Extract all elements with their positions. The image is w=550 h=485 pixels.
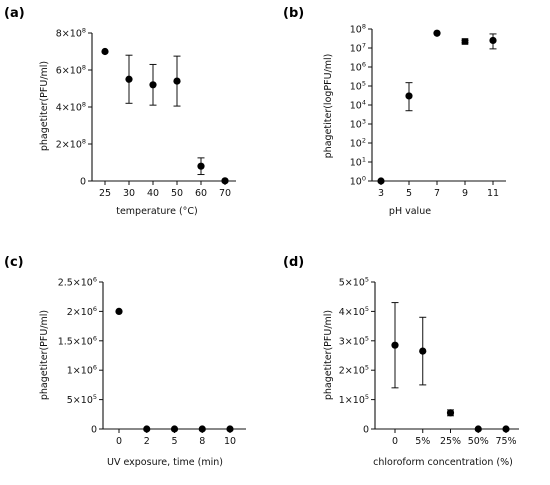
data-point bbox=[489, 36, 497, 45]
y-tick-label: 0 bbox=[363, 425, 369, 436]
y-tick-label: 1×105 bbox=[339, 393, 369, 406]
x-axis-title: temperature (°C) bbox=[116, 206, 198, 217]
data-point bbox=[391, 341, 399, 349]
data-point bbox=[433, 29, 441, 37]
y-axis-title: phagetiter(PFU/ml) bbox=[39, 61, 50, 151]
x-tick-label: 8 bbox=[199, 436, 205, 447]
x-tick-label: 7 bbox=[434, 188, 440, 199]
data-point bbox=[377, 177, 385, 185]
y-tick-label: 1.5×106 bbox=[58, 334, 97, 347]
panel-label: (a) bbox=[4, 6, 25, 21]
y-tick-label: 101 bbox=[350, 156, 366, 169]
y-tick-label: 102 bbox=[350, 137, 366, 150]
x-tick-label: 50% bbox=[468, 436, 489, 447]
data-point bbox=[461, 38, 469, 45]
data-point bbox=[405, 92, 413, 100]
y-tick-label: 2×108 bbox=[56, 138, 86, 151]
data-point bbox=[101, 47, 109, 56]
y-axis-title: phagetiter(logPFU/ml) bbox=[323, 54, 334, 159]
x-tick-label: 3 bbox=[378, 188, 384, 199]
x-axis-title: chloroform concentration (%) bbox=[373, 457, 513, 468]
y-tick-label: 4×105 bbox=[339, 305, 369, 318]
y-axis-title: phagetiter(PFU/ml) bbox=[39, 310, 50, 400]
data-point bbox=[149, 81, 157, 89]
x-tick-label: 70 bbox=[219, 188, 231, 199]
panel-d: (d) chloroform concentration (%) phageti… bbox=[283, 255, 519, 468]
y-tick-label: 107 bbox=[350, 42, 366, 55]
y-tick-label: 108 bbox=[350, 23, 366, 36]
x-axis-title: UV exposure, time (min) bbox=[107, 457, 223, 468]
data-point bbox=[115, 307, 123, 315]
x-tick-label: 60 bbox=[195, 188, 207, 199]
x-tick-label: 9 bbox=[462, 188, 468, 199]
panel-label: (b) bbox=[283, 6, 304, 21]
x-tick-label: 25 bbox=[99, 188, 111, 199]
x-tick-label: 5 bbox=[406, 188, 412, 199]
y-tick-label: 100 bbox=[350, 175, 366, 188]
data-point bbox=[502, 425, 510, 433]
y-tick-label: 2×106 bbox=[67, 305, 97, 318]
panel-a: (a) temperature (°C) phagetiter(PFU/ml) … bbox=[4, 6, 236, 217]
y-tick-label: 8×108 bbox=[56, 27, 86, 40]
x-tick-label: 10 bbox=[224, 436, 236, 447]
y-tick-label: 2×105 bbox=[339, 364, 369, 377]
x-tick-label: 5% bbox=[415, 436, 430, 447]
x-tick-label: 5 bbox=[171, 436, 177, 447]
y-tick-label: 4×108 bbox=[56, 101, 86, 114]
panel-b: (b) pH value phagetiter(logPFU/ml) 100 10… bbox=[283, 6, 506, 217]
data-point bbox=[221, 177, 229, 185]
data-point bbox=[170, 425, 179, 433]
data-point bbox=[446, 409, 455, 417]
data-point bbox=[198, 425, 206, 433]
x-tick-label: 50 bbox=[171, 188, 183, 199]
data-point bbox=[474, 425, 482, 433]
panel-label: (d) bbox=[283, 255, 304, 270]
y-tick-label: 104 bbox=[350, 99, 366, 112]
x-tick-label: 0 bbox=[392, 436, 398, 447]
y-tick-label: 0 bbox=[91, 425, 97, 436]
data-point bbox=[197, 162, 205, 170]
x-tick-label: 30 bbox=[123, 188, 135, 199]
y-tick-label: 5×105 bbox=[67, 393, 97, 406]
panel-c: (c) UV exposure, time (min) phagetiter(P… bbox=[4, 255, 246, 468]
data-point bbox=[125, 75, 133, 83]
x-tick-label: 40 bbox=[147, 188, 159, 199]
panel-label: (c) bbox=[4, 255, 24, 270]
x-tick-label: 0 bbox=[116, 436, 122, 447]
x-tick-label: 25% bbox=[440, 436, 461, 447]
data-point bbox=[226, 425, 234, 433]
data-point bbox=[419, 347, 427, 355]
data-point bbox=[143, 425, 151, 433]
x-axis-title: pH value bbox=[389, 206, 431, 217]
y-tick-label: 3×105 bbox=[339, 334, 369, 347]
x-tick-label: 2 bbox=[144, 436, 150, 447]
y-tick-label: 1×106 bbox=[67, 364, 97, 377]
y-tick-label: 105 bbox=[350, 80, 366, 93]
y-tick-label: 5×105 bbox=[339, 276, 369, 289]
x-tick-label: 11 bbox=[487, 188, 499, 199]
y-tick-label: 106 bbox=[350, 61, 366, 74]
y-tick-label: 2.5×106 bbox=[58, 276, 97, 289]
data-point bbox=[173, 77, 181, 85]
y-tick-label: 103 bbox=[350, 118, 366, 131]
y-axis-title: phagetiter(PFU/ml) bbox=[323, 310, 334, 400]
x-tick-label: 75% bbox=[495, 436, 516, 447]
y-tick-label: 0 bbox=[80, 177, 86, 188]
y-tick-label: 6×108 bbox=[56, 64, 86, 77]
